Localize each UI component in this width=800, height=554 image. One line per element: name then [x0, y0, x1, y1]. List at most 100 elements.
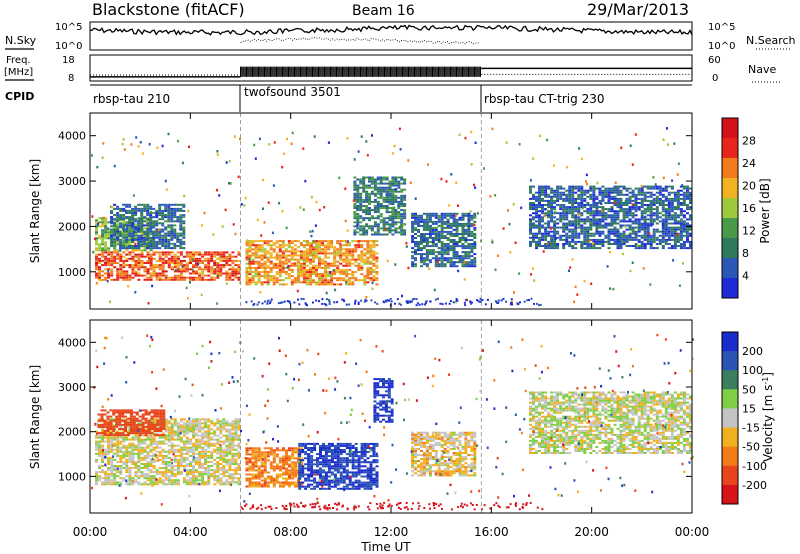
power-cell [400, 219, 404, 222]
freq-label: Freq. [6, 55, 31, 66]
velocity-cell [134, 481, 138, 484]
power-cell [286, 300, 289, 303]
power-cell [434, 245, 438, 248]
power-cell [458, 257, 462, 260]
velocity-cell [170, 483, 174, 486]
power-cell [654, 183, 657, 186]
power-cell [122, 138, 125, 141]
power-cell [119, 230, 123, 233]
power-cell [275, 266, 279, 269]
power-cell [257, 277, 261, 280]
power-cell [643, 195, 647, 198]
power-cell [616, 240, 620, 243]
power-cell [173, 207, 177, 210]
velocity-cell [173, 420, 177, 423]
power-cell [356, 178, 360, 181]
power-cell [210, 268, 214, 271]
power-cell [225, 276, 229, 279]
power-cell [388, 207, 392, 209]
power-cell [149, 247, 153, 250]
power-cell [411, 257, 415, 260]
power-cell [556, 204, 560, 206]
power-cell [353, 221, 357, 224]
power-cell [640, 228, 644, 231]
power-cell [535, 191, 538, 194]
power-cell [580, 193, 584, 196]
power-cell [670, 232, 674, 235]
power-cell [131, 228, 135, 231]
power-cell [309, 277, 312, 280]
velocity-cell [167, 430, 171, 433]
velocity-cell [173, 483, 177, 486]
power-cell [541, 220, 544, 223]
power-cell [116, 236, 120, 239]
velocity-cell [119, 448, 123, 451]
velocity-cell [95, 473, 98, 476]
velocity-cell [98, 436, 101, 439]
power-cell [182, 278, 186, 281]
power-cell [204, 253, 208, 256]
power-cell [98, 247, 102, 250]
power-cell [428, 259, 432, 262]
power-cell [107, 249, 111, 252]
power-cell [607, 222, 611, 225]
velocity-cell [110, 438, 114, 441]
velocity-cell [128, 481, 132, 484]
power-cell [529, 208, 532, 211]
power-cell [182, 264, 186, 267]
power-cell [284, 244, 288, 247]
power-cell [143, 240, 147, 243]
power-cell [146, 230, 150, 233]
power-cell [440, 216, 444, 219]
power-cell [137, 268, 141, 271]
velocity-cell [113, 418, 117, 421]
power-cell [344, 219, 347, 223]
velocity-cell [173, 456, 177, 459]
power-cell [649, 240, 653, 243]
power-cell [434, 220, 438, 223]
power-cell [143, 278, 147, 281]
power-cell [342, 252, 346, 255]
power-cell [97, 222, 100, 226]
power-cell [176, 216, 180, 219]
power-cell [571, 210, 575, 213]
power-cell [315, 299, 318, 302]
power-cell [661, 195, 665, 198]
power-cell [431, 226, 435, 229]
velocity-cell [155, 456, 159, 459]
velocity-cell [170, 473, 174, 476]
power-cell [422, 233, 426, 235]
power-cell [610, 195, 614, 198]
power-cell [529, 185, 532, 188]
power-cell [491, 127, 494, 131]
power-cell [622, 240, 626, 243]
power-cell [222, 272, 226, 275]
power-cell [376, 190, 380, 193]
power-cell [309, 258, 312, 261]
power-cell [664, 222, 668, 225]
power-cell [636, 244, 639, 247]
power-cell [257, 281, 261, 284]
power-cell [281, 250, 285, 253]
power-cell [195, 264, 198, 267]
velocity-cell [155, 446, 159, 449]
power-cell [565, 212, 569, 215]
power-cell [655, 216, 659, 219]
power-cell [263, 277, 267, 280]
power-cell [198, 262, 202, 264]
power-cell [464, 265, 468, 268]
power-cell [137, 255, 141, 258]
power-cell [155, 274, 159, 277]
power-cell [586, 218, 590, 221]
power-cell [357, 256, 361, 259]
power-cell [667, 228, 671, 231]
power-cell [128, 245, 132, 247]
power-cell [95, 274, 98, 277]
power-cell [664, 234, 668, 237]
power-cell [128, 278, 132, 281]
power-cell [677, 162, 680, 165]
velocity-cell [134, 473, 138, 476]
power-cell [452, 253, 456, 256]
power-cell [577, 197, 581, 200]
